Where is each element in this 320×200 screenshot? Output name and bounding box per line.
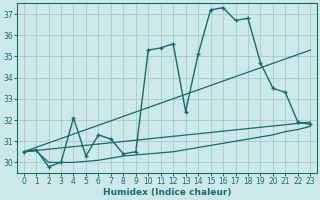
X-axis label: Humidex (Indice chaleur): Humidex (Indice chaleur) <box>103 188 231 197</box>
